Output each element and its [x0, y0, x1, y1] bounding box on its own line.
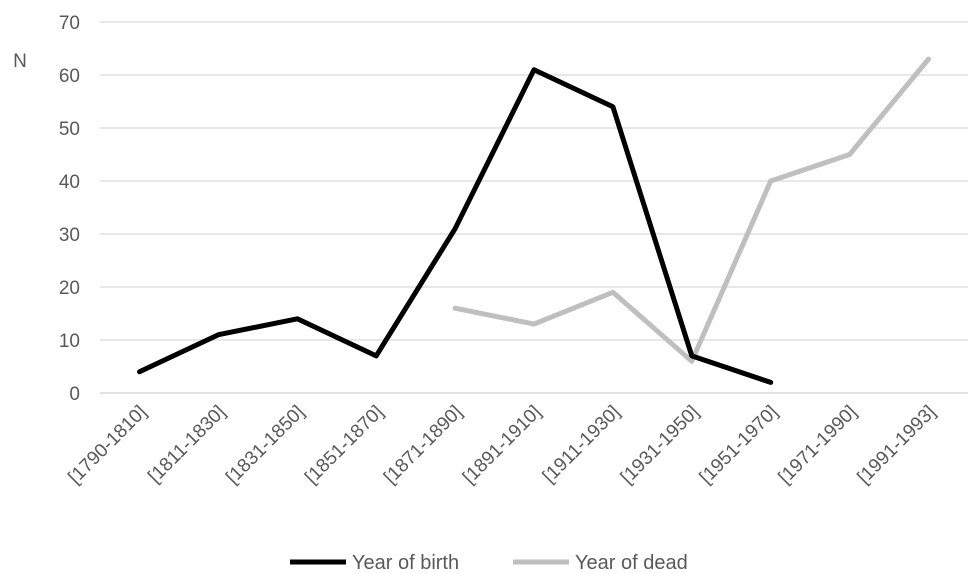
x-tick-label: [1991-1993] — [854, 402, 941, 489]
y-axis-label: N — [13, 51, 27, 72]
y-tick-label: 30 — [59, 225, 80, 246]
x-tick-label: [1831-1850] — [222, 402, 309, 489]
y-tick-label: 20 — [59, 278, 80, 299]
x-tick-label: [1971-1990] — [775, 402, 862, 489]
legend-label: Year of dead — [575, 552, 688, 573]
x-tick-label: [1891-1910] — [459, 402, 546, 489]
x-tick-label: [1951-1970] — [696, 402, 783, 489]
x-tick-label: [1871-1890] — [380, 402, 467, 489]
x-tick-label: [1811-1830] — [144, 402, 230, 488]
x-tick-label: [1931-1950] — [617, 402, 704, 489]
legend: Year of birth Year of dead — [290, 552, 688, 573]
x-tick-label: [1851-1870] — [301, 402, 388, 489]
y-tick-label: 0 — [69, 384, 80, 405]
series-line-0 — [137, 67, 774, 385]
y-tick-label: 40 — [59, 172, 80, 193]
series-line-1 — [452, 56, 931, 364]
x-tick-label: [1790-1810] — [64, 402, 151, 489]
y-tick-label: 50 — [59, 119, 80, 140]
y-tick-label: 10 — [59, 331, 80, 352]
series-lines — [137, 56, 931, 385]
legend-label: Year of birth — [352, 552, 459, 573]
y-tick-label: 70 — [59, 13, 80, 34]
x-axis-ticks: [1790-1810][1811-1830][1831-1850][1851-1… — [64, 402, 940, 489]
x-tick-label: [1911-1930] — [539, 402, 625, 488]
y-tick-label: 60 — [59, 66, 80, 87]
y-axis-ticks: 0 10 20 30 40 50 60 70 — [59, 13, 80, 405]
